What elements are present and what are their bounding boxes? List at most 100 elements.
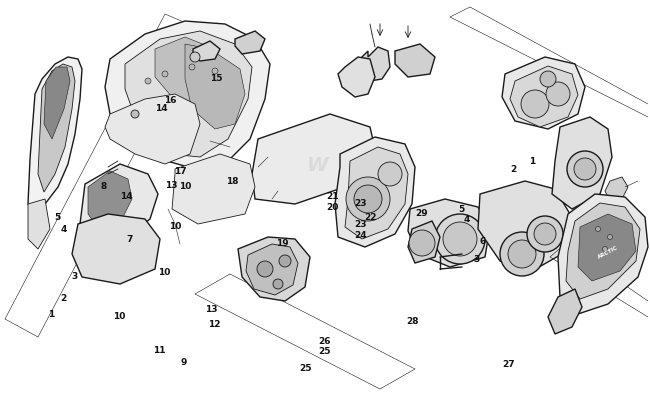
Circle shape <box>500 232 544 276</box>
Polygon shape <box>408 222 440 263</box>
Polygon shape <box>155 38 215 105</box>
Text: 4: 4 <box>463 214 470 223</box>
Circle shape <box>212 69 218 75</box>
Text: 5: 5 <box>458 204 465 213</box>
Text: 12: 12 <box>208 320 221 328</box>
Circle shape <box>257 261 273 277</box>
Text: 4: 4 <box>60 224 67 233</box>
Text: 25: 25 <box>318 346 332 355</box>
Circle shape <box>540 72 556 88</box>
Text: 7: 7 <box>127 234 133 243</box>
Text: 10: 10 <box>158 267 171 276</box>
Text: 27: 27 <box>502 359 515 368</box>
Text: 23: 23 <box>354 199 367 208</box>
Circle shape <box>189 65 195 71</box>
Text: 24: 24 <box>354 230 367 239</box>
Circle shape <box>527 216 563 252</box>
Polygon shape <box>38 65 75 192</box>
Polygon shape <box>105 95 200 164</box>
Circle shape <box>378 162 402 187</box>
Text: 14: 14 <box>155 104 168 113</box>
Polygon shape <box>105 22 270 170</box>
Text: 28: 28 <box>406 316 419 325</box>
Polygon shape <box>478 181 570 271</box>
Text: 16: 16 <box>164 96 177 104</box>
Text: 22: 22 <box>364 212 377 221</box>
Text: ARCTIC: ARCTIC <box>597 244 619 259</box>
Circle shape <box>273 279 283 289</box>
Polygon shape <box>395 45 435 78</box>
Polygon shape <box>88 172 132 231</box>
Polygon shape <box>578 215 636 281</box>
Text: 17: 17 <box>174 166 187 175</box>
Polygon shape <box>172 155 255 224</box>
Circle shape <box>574 159 596 181</box>
Text: 21: 21 <box>326 192 339 201</box>
Polygon shape <box>125 32 252 158</box>
Text: 9: 9 <box>180 358 187 367</box>
Text: 3: 3 <box>473 254 480 263</box>
Text: 6: 6 <box>479 237 486 245</box>
Polygon shape <box>185 45 245 130</box>
Polygon shape <box>548 289 582 334</box>
Polygon shape <box>360 48 390 82</box>
Polygon shape <box>44 68 70 140</box>
Circle shape <box>190 53 200 63</box>
Text: 23: 23 <box>354 220 367 228</box>
Polygon shape <box>502 58 585 130</box>
Polygon shape <box>246 244 298 295</box>
Text: 2: 2 <box>60 293 67 302</box>
Polygon shape <box>28 58 82 209</box>
Polygon shape <box>238 237 310 301</box>
Text: 13: 13 <box>164 181 177 190</box>
Polygon shape <box>605 177 628 202</box>
Circle shape <box>603 247 608 252</box>
Polygon shape <box>408 200 490 267</box>
Polygon shape <box>335 138 415 247</box>
Text: 26: 26 <box>318 336 332 345</box>
Polygon shape <box>80 164 158 244</box>
Circle shape <box>546 83 570 107</box>
Text: 19: 19 <box>276 239 289 247</box>
Text: 1: 1 <box>528 156 535 165</box>
Circle shape <box>443 222 477 256</box>
Polygon shape <box>235 32 265 55</box>
Circle shape <box>162 72 168 78</box>
Circle shape <box>346 177 390 222</box>
Text: 13: 13 <box>205 305 218 313</box>
Polygon shape <box>552 118 612 209</box>
Polygon shape <box>345 148 408 239</box>
Polygon shape <box>72 215 160 284</box>
Text: 14: 14 <box>120 191 133 200</box>
Text: 2: 2 <box>510 165 517 174</box>
Text: 10: 10 <box>179 182 192 191</box>
Circle shape <box>508 241 536 269</box>
Polygon shape <box>510 67 578 128</box>
Text: 18: 18 <box>226 177 239 185</box>
Polygon shape <box>566 203 640 299</box>
Polygon shape <box>28 200 50 249</box>
Text: 15: 15 <box>209 74 222 83</box>
Circle shape <box>131 111 139 119</box>
Text: 25: 25 <box>299 363 312 372</box>
Polygon shape <box>558 194 648 314</box>
Circle shape <box>435 215 485 264</box>
Polygon shape <box>193 42 220 62</box>
Circle shape <box>521 91 549 119</box>
Text: 20: 20 <box>326 202 339 211</box>
Circle shape <box>608 235 612 240</box>
Circle shape <box>145 79 151 85</box>
Circle shape <box>354 185 382 213</box>
Text: 10: 10 <box>112 311 125 320</box>
Polygon shape <box>338 58 375 98</box>
Text: 3: 3 <box>72 271 78 280</box>
Text: W: W <box>307 155 329 174</box>
Circle shape <box>409 230 435 256</box>
Circle shape <box>279 256 291 267</box>
Text: 1: 1 <box>47 309 54 318</box>
Text: 8: 8 <box>101 182 107 191</box>
Circle shape <box>595 227 601 232</box>
Text: 29: 29 <box>415 208 428 217</box>
Text: 11: 11 <box>153 345 166 354</box>
Circle shape <box>567 151 603 188</box>
